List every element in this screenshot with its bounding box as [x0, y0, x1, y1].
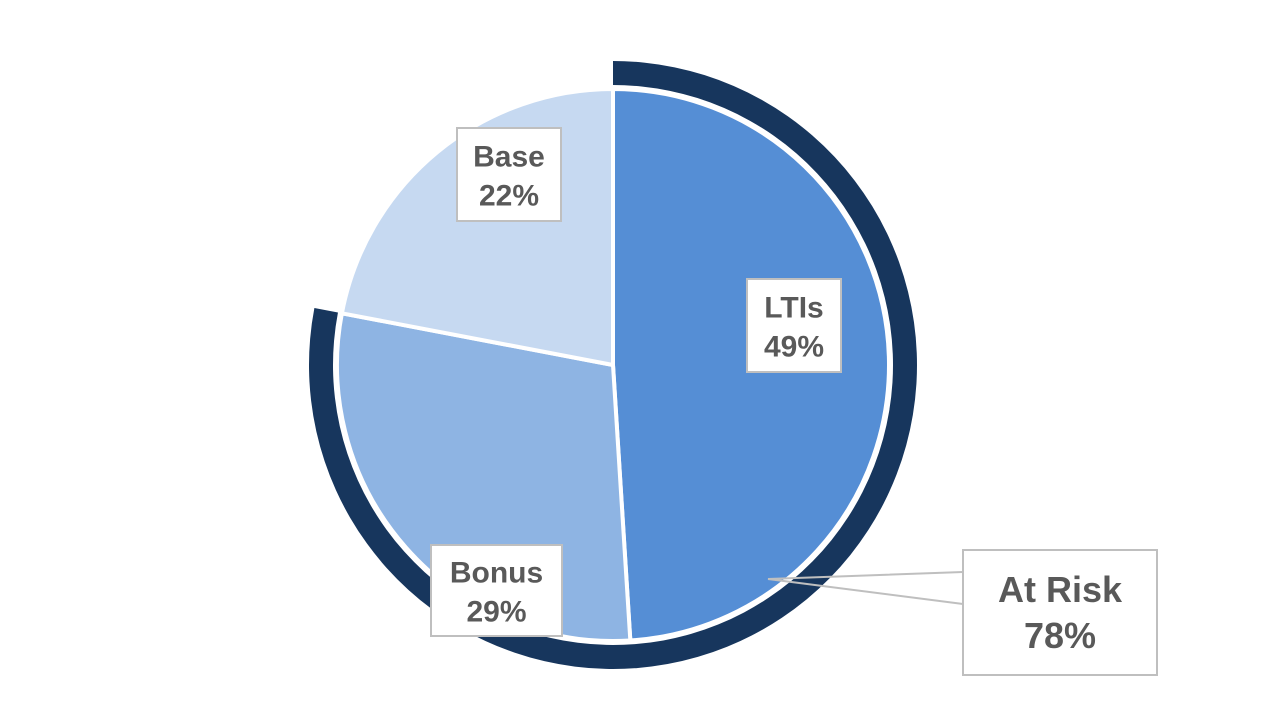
at-risk-leader-line	[767, 571, 964, 605]
slice-value: 49%	[764, 331, 824, 364]
at-risk-name: At Risk	[998, 569, 1123, 610]
slice-label-base: Base 22%	[456, 127, 562, 222]
slice-name: Base	[473, 141, 545, 174]
leader-layer	[767, 571, 964, 605]
slice-label-box	[456, 127, 562, 222]
slice-label-box	[430, 544, 563, 637]
slice-label-box	[746, 278, 842, 373]
slice-value: 29%	[466, 596, 526, 629]
label-layer: LTIs 49% Bonus 29% Base 22% At Risk 78%	[430, 127, 1158, 676]
at-risk-label-box	[962, 549, 1158, 676]
slice-name: LTIs	[764, 292, 823, 325]
slice-label-ltis: LTIs 49%	[746, 278, 842, 373]
slice-name: Bonus	[450, 557, 543, 590]
at-risk-label: At Risk 78%	[962, 549, 1158, 676]
slice-label-bonus: Bonus 29%	[430, 544, 563, 637]
at-risk-value: 78%	[1024, 615, 1096, 656]
slice-value: 22%	[479, 180, 539, 213]
